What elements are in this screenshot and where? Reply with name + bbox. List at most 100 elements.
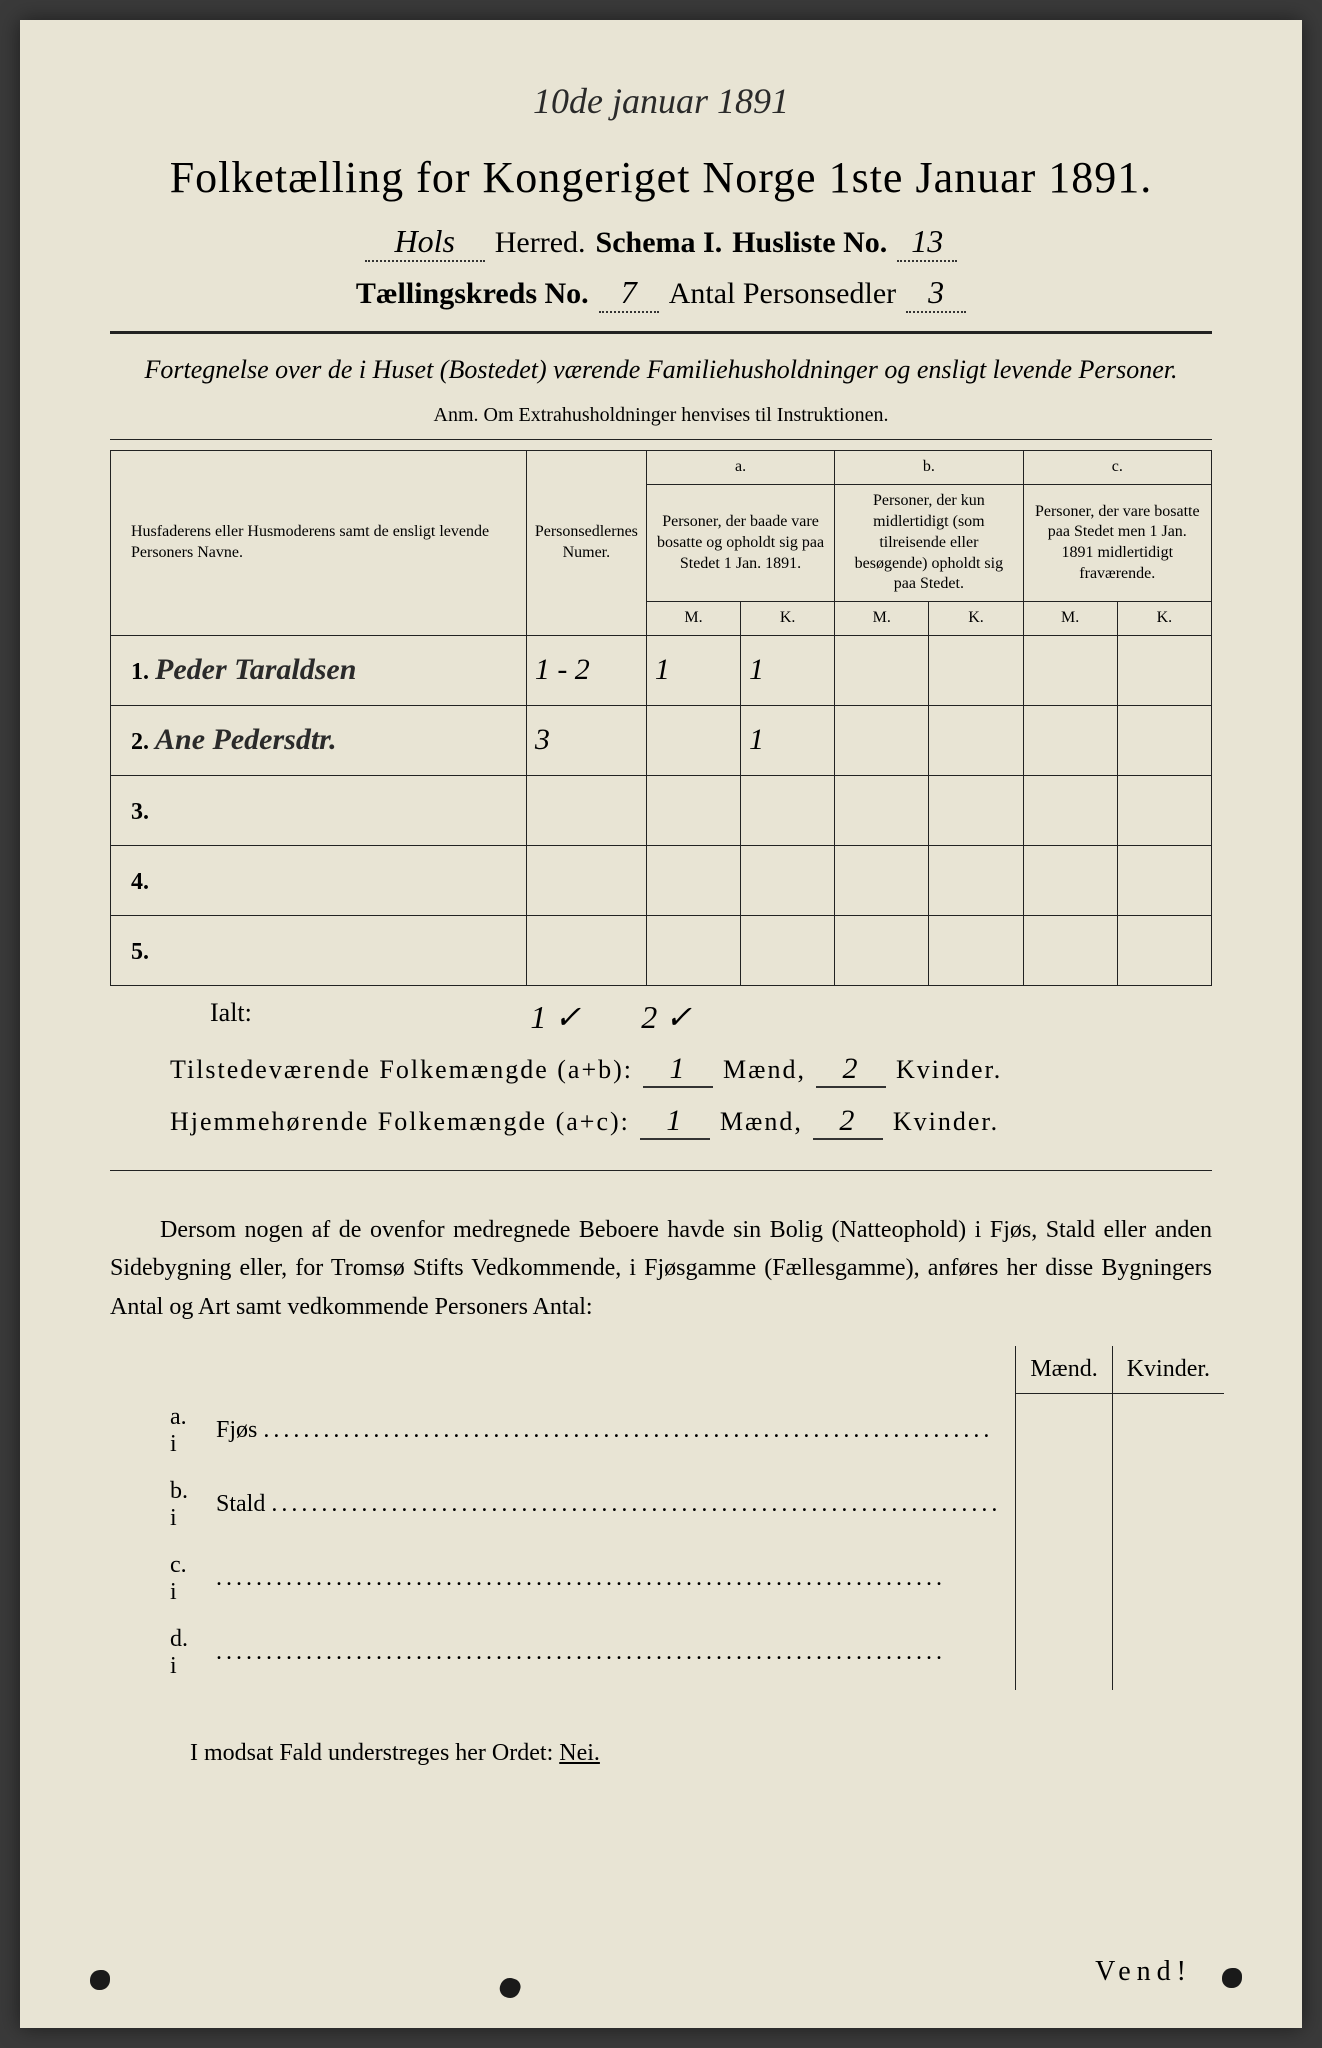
cell-cm [1023, 775, 1117, 845]
form-title: Folketælling for Kongeriget Norge 1ste J… [110, 152, 1212, 203]
table-row: 2. Ane Pedersdtr.31 [111, 705, 1212, 775]
cell-ak: 1 [741, 705, 835, 775]
table-head: Husfaderens eller Husmoderens samt de en… [111, 451, 1212, 636]
ialt-values: 1 ✓ 2 ✓ [330, 998, 1212, 1036]
cell-ck [1117, 635, 1211, 705]
col-c-letter: c. [1023, 451, 1211, 485]
bldg-row: c. i [110, 1542, 1224, 1616]
totals1-m: 1 [643, 1052, 713, 1088]
bldg-row: d. i [110, 1616, 1224, 1690]
bldg-body: a. iFjøs b. iStald c. i d. i [110, 1394, 1224, 1690]
nei-line: I modsat Fald understreges her Ordet: Ne… [110, 1740, 1212, 1767]
totals2-k: 2 [813, 1104, 883, 1140]
ink-blot-icon [90, 1970, 110, 1990]
husliste-label: Husliste No. [732, 226, 887, 260]
building-paragraph: Dersom nogen af de ovenfor medregnede Be… [110, 1211, 1212, 1326]
totals1-k: 2 [816, 1052, 886, 1088]
cell-am [646, 915, 740, 985]
row-number: 3. [111, 775, 527, 845]
anm-note: Anm. Om Extrahusholdninger henvises til … [110, 404, 1212, 427]
col-a-k: K. [741, 602, 835, 636]
divider [110, 331, 1212, 334]
cell-cm [1023, 845, 1117, 915]
cell-bk [929, 705, 1023, 775]
bldg-row: b. iStald [110, 1468, 1224, 1542]
cell-am [646, 845, 740, 915]
bldg-m [1016, 1616, 1112, 1690]
totals-line-2: Hjemmehørende Folkemængde (a+c): 1 Mænd,… [110, 1104, 1212, 1140]
husliste-value: 13 [897, 223, 957, 262]
cell-bm [835, 845, 929, 915]
bldg-m [1016, 1394, 1112, 1468]
antal-value: 3 [906, 274, 966, 313]
cell-bm [835, 635, 929, 705]
col-b-m: M. [835, 602, 929, 636]
cell-ak: 1 [741, 635, 835, 705]
schema-label: Schema I. [596, 226, 723, 260]
cell-num [526, 775, 646, 845]
col-b-k: K. [929, 602, 1023, 636]
bldg-type: Stald [202, 1468, 1016, 1542]
bldg-lbl: c. i [110, 1542, 202, 1616]
bldg-k [1112, 1616, 1224, 1690]
bldg-lbl: a. i [110, 1394, 202, 1468]
divider-thin-2 [110, 1170, 1212, 1171]
nei-prefix: I modsat Fald understreges her Ordet: [190, 1740, 559, 1766]
col-numer: Personsedlernes Numer. [526, 451, 646, 636]
maend-label: Mænd, [723, 1055, 806, 1085]
cell-cm [1023, 635, 1117, 705]
handwritten-date: 10de januar 1891 [110, 80, 1212, 122]
totals2-label: Hjemmehørende Folkemængde (a+c): [170, 1107, 630, 1137]
kreds-label: Tællingskreds No. [356, 277, 589, 311]
ink-blot-icon [497, 1975, 523, 2001]
households-table: Husfaderens eller Husmoderens samt de en… [110, 450, 1212, 986]
cell-bm [835, 775, 929, 845]
row-number: 4. [111, 845, 527, 915]
cell-cm [1023, 915, 1117, 985]
buildings-table: Mænd. Kvinder. a. iFjøs b. iStald c. i d… [110, 1346, 1224, 1690]
col-names: Husfaderens eller Husmoderens samt de en… [111, 451, 527, 636]
ialt-v1: 1 ✓ [530, 998, 581, 1036]
kreds-value: 7 [599, 274, 659, 313]
bldg-lbl: b. i [110, 1468, 202, 1542]
row-number: 5. [111, 915, 527, 985]
kvinder-label: Kvinder. [896, 1055, 1002, 1085]
census-form-page: 10de januar 1891 Folketælling for Konger… [20, 20, 1302, 2028]
kvinder-label-2: Kvinder. [893, 1107, 999, 1137]
cell-ck [1117, 915, 1211, 985]
totals2-m: 1 [640, 1104, 710, 1140]
subtitle: Fortegnelse over de i Huset (Bostedet) v… [110, 352, 1212, 388]
bldg-type [202, 1542, 1016, 1616]
table-row: 5. [111, 915, 1212, 985]
antal-label: Antal Personsedler [669, 277, 896, 311]
row-number: 2. Ane Pedersdtr. [111, 705, 527, 775]
bldg-maend: Mænd. [1016, 1346, 1112, 1394]
totals1-label: Tilstedeværende Folkemængde (a+b): [170, 1055, 633, 1085]
bldg-m [1016, 1468, 1112, 1542]
cell-num [526, 845, 646, 915]
bldg-type [202, 1616, 1016, 1690]
cell-am: 1 [646, 635, 740, 705]
bldg-row: a. iFjøs [110, 1394, 1224, 1468]
cell-bk [929, 845, 1023, 915]
ialt-row: Ialt: 1 ✓ 2 ✓ [110, 998, 1212, 1036]
cell-num: 1 - 2 [526, 635, 646, 705]
herred-label: Herred. [495, 226, 586, 260]
ialt-v2: 2 ✓ [641, 998, 692, 1036]
bldg-k [1112, 1394, 1224, 1468]
table-row: 4. [111, 845, 1212, 915]
cell-bk [929, 635, 1023, 705]
nei-word: Nei. [559, 1740, 600, 1766]
table-row: 1. Peder Taraldsen1 - 211 [111, 635, 1212, 705]
divider-thin [110, 439, 1212, 440]
cell-cm [1023, 705, 1117, 775]
vend-label: Vend! [1095, 1956, 1192, 1988]
cell-bm [835, 705, 929, 775]
ink-blot-icon [1222, 1968, 1242, 1988]
bldg-lbl: d. i [110, 1616, 202, 1690]
cell-ak [741, 915, 835, 985]
bldg-k [1112, 1542, 1224, 1616]
cell-num [526, 915, 646, 985]
cell-am [646, 775, 740, 845]
table-row: 3. [111, 775, 1212, 845]
